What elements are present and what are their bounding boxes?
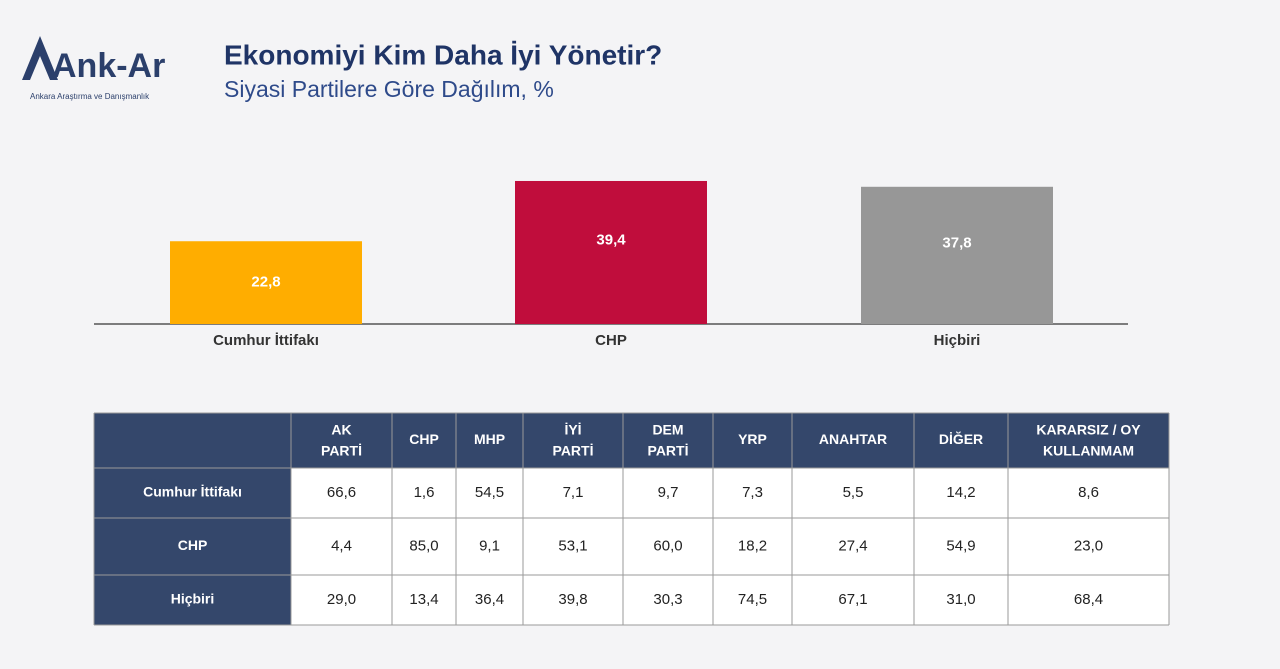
column-header: YRP [738, 431, 767, 447]
column-header: DİĞER [939, 430, 983, 447]
table-cell: 7,3 [742, 484, 763, 501]
column-header: ANAHTAR [819, 431, 887, 447]
column-header: İYİ PARTİ [553, 421, 594, 458]
table-cell: 67,1 [838, 591, 867, 608]
row-label: Cumhur İttifakı [143, 484, 242, 500]
table-cell: 5,5 [843, 484, 864, 501]
table-cell: 30,3 [653, 591, 682, 608]
row-label-bg [94, 468, 291, 625]
category-label: CHP [595, 332, 627, 349]
column-header: CHP [409, 431, 439, 447]
table-cell: 39,8 [558, 591, 587, 608]
table-cell: 23,0 [1074, 537, 1103, 554]
value-label: 22,8 [251, 274, 280, 291]
logo: Ank-Ar [52, 47, 165, 85]
table-cell: 54,9 [946, 537, 975, 554]
row-label: CHP [178, 537, 208, 553]
table-cell: 60,0 [653, 537, 682, 554]
table-cell: 4,4 [331, 537, 352, 554]
table-cell: 66,6 [327, 484, 356, 501]
category-label: Cumhur İttifakı [213, 332, 319, 349]
column-header: MHP [474, 431, 505, 447]
table-cell: 29,0 [327, 591, 356, 608]
value-label: 39,4 [596, 231, 626, 248]
row-label: Hiçbiri [171, 591, 215, 607]
column-header: KARARSIZ / OY KULLANMAM [1036, 421, 1141, 458]
table-cell: 8,6 [1078, 484, 1099, 501]
table-cell: 13,4 [409, 591, 438, 608]
table-header-bg [94, 413, 1169, 468]
column-header: DEM PARTİ [648, 421, 689, 458]
table-cell: 9,1 [479, 537, 500, 554]
subtitle: Siyasi Partilere Göre Dağılım, % [224, 76, 554, 102]
table-cell: 27,4 [838, 537, 867, 554]
bar [861, 186, 1053, 324]
table-cell: 36,4 [475, 591, 504, 608]
table-cell: 14,2 [946, 484, 975, 501]
table-cell: 54,5 [475, 484, 504, 501]
title: Ekonomiyi Kim Daha İyi Yönetir? [224, 39, 662, 70]
table-cell: 9,7 [658, 484, 679, 501]
table-body-bg [291, 468, 1169, 625]
logo-subtitle: Ankara Araştırma ve Danışmanlık [30, 92, 150, 101]
category-label: Hiçbiri [934, 332, 981, 349]
bar [515, 180, 707, 324]
table-cell: 7,1 [563, 484, 584, 501]
table-cell: 31,0 [946, 591, 975, 608]
logo-icon [22, 36, 58, 80]
table-cell: 68,4 [1074, 591, 1103, 608]
bar [170, 241, 362, 324]
table-cell: 85,0 [409, 537, 438, 554]
table-cell: 18,2 [738, 537, 767, 554]
column-header: AK PARTİ [321, 421, 362, 458]
table-cell: 74,5 [738, 591, 767, 608]
table-cell: 1,6 [414, 484, 435, 501]
value-label: 37,8 [942, 234, 971, 251]
table-cell: 53,1 [558, 537, 587, 554]
